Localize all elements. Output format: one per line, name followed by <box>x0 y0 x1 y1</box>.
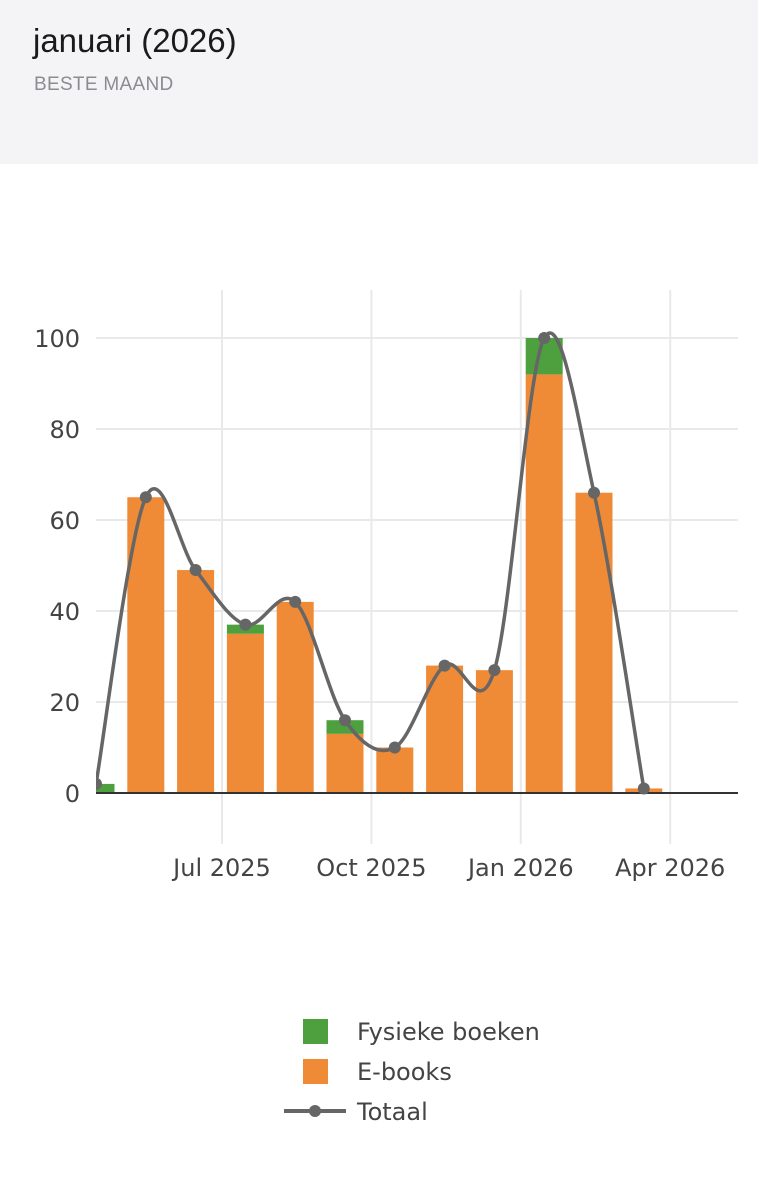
legend-item-totaal[interactable]: Totaal <box>282 1090 602 1130</box>
legend-label-fysieke-boeken: Fysieke boeken <box>357 1018 540 1046</box>
y-tick-label-60: 60 <box>49 507 80 535</box>
chart-labels: 0 20 40 60 80 100 Jul 2025 Oct 2025 Jan 2026 Apr … <box>34 325 725 882</box>
bar-e-books-2025-08 <box>276 601 314 793</box>
y-tick-label-80: 80 <box>49 416 80 444</box>
legend-line-icon <box>284 1105 346 1117</box>
y-tick-label-0: 0 <box>65 780 80 808</box>
y-tick-label-100: 100 <box>34 325 80 353</box>
legend-label-totaal: Totaal <box>357 1098 428 1126</box>
chart-area: 0 20 40 60 80 100 Jul 2025 Oct 2025 Jan 2026 Apr … <box>34 290 738 882</box>
point-totaal-2025-08 <box>289 595 302 608</box>
chart-bars <box>96 338 663 793</box>
x-tick-label-1: Oct 2025 <box>316 854 426 882</box>
point-totaal-2026-02 <box>588 486 600 499</box>
page-subtitle: BESTE MAAND <box>34 74 174 95</box>
y-tick-label-40: 40 <box>49 598 80 626</box>
bar-e-books-2025-06 <box>177 570 215 793</box>
bar-e-books-2025-12 <box>475 670 513 793</box>
x-tick-label-3: Apr 2026 <box>615 854 725 882</box>
point-totaal-2025-07 <box>239 618 252 631</box>
point-totaal-2026-03 <box>637 782 650 795</box>
bar-e-books-2026-01 <box>525 374 563 793</box>
legend-label-e-books: E-books <box>357 1058 452 1086</box>
bar-e-books-2025-11 <box>426 665 464 793</box>
x-tick-label-0: Jul 2025 <box>171 854 271 882</box>
legend-swatch-fysieke-boeken <box>303 1019 328 1044</box>
point-totaal-2025-11 <box>438 659 451 672</box>
legend-swatch-e-books <box>303 1059 328 1084</box>
bar-fysieke-boeken-2025-04 <box>96 783 115 793</box>
bar-fysieke-boeken-2026-01 <box>525 338 563 375</box>
point-totaal-2025-09 <box>339 714 351 727</box>
x-tick-label-2: Jan 2026 <box>466 854 574 882</box>
point-totaal-2025-06 <box>189 564 202 577</box>
legend-item-fysieke-boeken[interactable]: Fysieke boeken <box>282 1010 602 1050</box>
point-totaal-2025-10 <box>388 741 401 754</box>
header-panel: januari (2026) BESTE MAAND <box>0 0 758 164</box>
point-totaal-2025-04 <box>96 777 102 790</box>
point-totaal-2025-12 <box>488 664 501 677</box>
chart-line <box>96 331 650 795</box>
point-totaal-2026-01 <box>538 332 551 344</box>
y-tick-label-20: 20 <box>49 689 80 717</box>
bar-e-books-2025-09 <box>326 733 364 793</box>
legend-item-e-books[interactable]: E-books <box>282 1050 602 1090</box>
bar-e-books-2026-02 <box>575 492 613 793</box>
point-totaal-2025-05 <box>139 491 152 504</box>
chart-legend: Fysieke boeken E-books Totaal <box>282 1010 602 1130</box>
page-title: januari (2026) <box>33 22 237 59</box>
bar-e-books-2025-10 <box>376 747 414 793</box>
bar-e-books-2025-07 <box>226 633 264 793</box>
